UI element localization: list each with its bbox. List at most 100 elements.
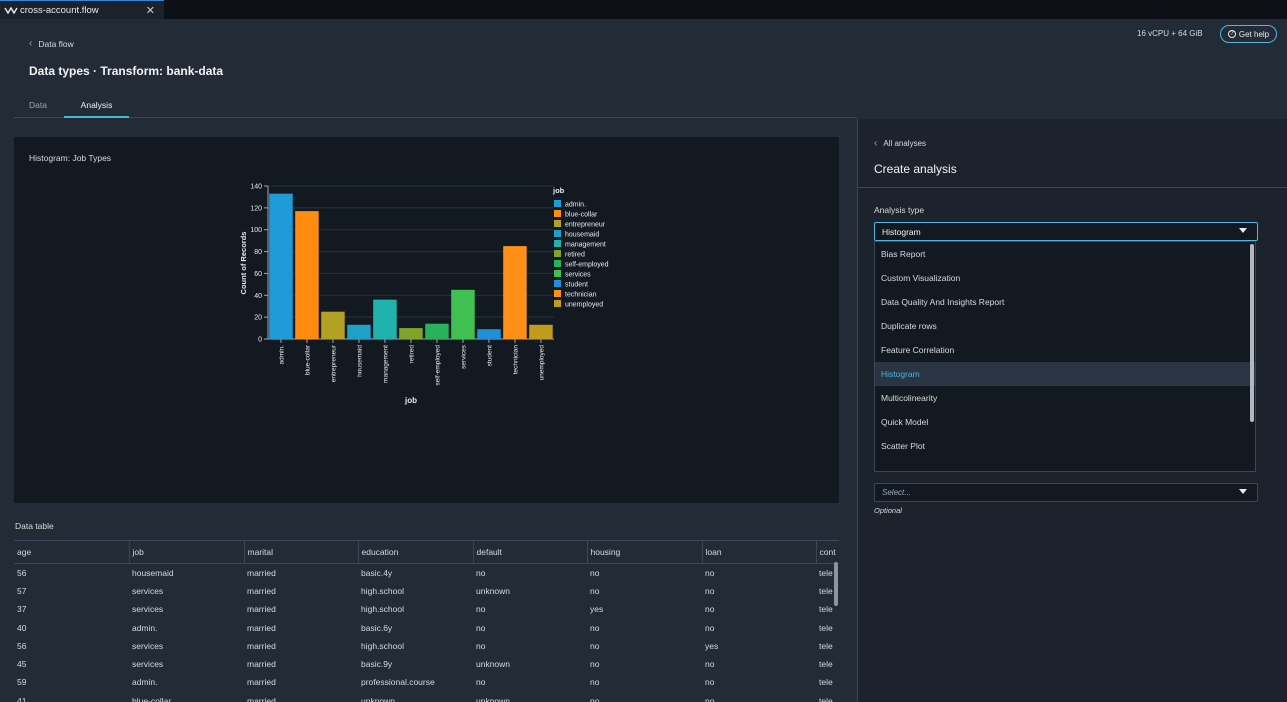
legend-swatch [554,290,561,297]
table-cell: 40 [17,622,27,633]
analysis-type-select[interactable]: Histogram [874,222,1258,241]
column-header[interactable]: loan [701,540,816,564]
tab-analysis[interactable]: Analysis [64,100,129,118]
app-logo-icon [4,6,18,15]
table-cell: tele [819,677,833,688]
x-tick-label: services [460,344,467,369]
bar-technician [503,246,527,339]
dropdown-option[interactable]: Histogram [875,362,1255,386]
close-icon[interactable]: ✕ [145,4,155,17]
get-help-button[interactable]: ? Get help [1220,25,1277,43]
table-cell: high.school [361,604,405,615]
dropdown-option[interactable]: Bias Report [881,249,926,259]
table-cell: services [132,585,164,596]
column-header[interactable]: housing [586,540,702,564]
divider [858,187,1287,188]
bar-services [451,289,475,339]
x-tick-label: housemaid [356,345,363,377]
legend-label: unemployed [565,302,603,309]
legend-swatch [554,200,561,207]
table-row: 45 services married basic.9y unknown no no tele [14,655,839,673]
dropdown-option[interactable]: Feature Correlation [881,345,955,355]
table-cell: no [705,604,715,615]
dropdown-option[interactable]: Custom Visualization [881,273,961,283]
dropdown-option[interactable]: Quick Model [881,417,929,427]
legend-label: services [565,272,591,279]
create-analysis-panel: ‹ All analyses Create analysis Analysis … [857,119,1287,702]
data-table: age job marital education default housing loan… [14,540,839,702]
analysis-type-value: Histogram [882,226,921,237]
x-tick-label: self-employed [434,345,441,386]
legend-label: housemaid [565,232,599,239]
legend-label: blue-collar [565,212,598,219]
table-cell: services [132,659,164,670]
legend-swatch [554,220,561,227]
table-cell: no [705,622,715,633]
legend-label: technician [565,292,597,299]
y-tick-label: 140 [250,184,262,191]
file-tab[interactable]: cross-account.flow ✕ [0,0,164,19]
x-tick-label: retired [408,345,415,364]
table-cell: 57 [17,585,27,596]
column-header[interactable]: default [472,540,587,564]
table-cell: services [132,640,164,651]
table-cell: no [590,695,600,702]
dropdown-option[interactable]: Multicolinearity [881,393,938,403]
bar-selfemployed [425,323,449,339]
page-title: Data types · Transform: bank-data [29,64,224,78]
table-cell: 59 [17,677,27,688]
y-tick-label: 0 [258,337,262,344]
analysis-type-label: Analysis type [874,205,925,215]
bar-unemployed [529,324,553,339]
tab-data[interactable]: Data [29,100,47,110]
table-row: 56 services married high.school no no yes tele [14,637,839,655]
table-cell: yes [705,640,719,651]
all-analyses-label: All analyses [883,139,927,148]
table-cell: no [476,567,486,578]
column-header[interactable]: age [14,540,129,564]
table-cell: yes [590,604,604,615]
table-cell: married [247,677,276,688]
table-cell: no [476,604,486,615]
all-analyses-link[interactable]: ‹ All analyses [874,138,926,149]
column-header[interactable]: cont [815,540,839,564]
legend-label: admin. [565,202,586,209]
back-to-data-flow-link[interactable]: ‹ Data flow [29,38,74,49]
file-tab-name: cross-account.flow [20,4,99,16]
table-cell: married [247,567,276,578]
table-cell: tele [819,622,833,633]
y-tick-label: 40 [254,293,262,300]
legend-label: retired [565,252,585,259]
table-cell: blue-collar [132,695,172,702]
dropdown-scrollbar[interactable] [1250,244,1254,422]
table-cell: unknown [476,695,511,702]
column-header[interactable]: marital [243,540,358,564]
legend-swatch [554,230,561,237]
table-cell: tele [819,604,833,615]
table-cell: basic.6y [361,622,393,633]
table-cell: no [590,622,600,633]
table-cell: no [590,640,600,651]
table-row: 59 admin. married professional.course no no no… [14,673,839,691]
secondary-select[interactable]: Select... [874,483,1258,502]
chevron-left-icon: ‹ [29,38,33,49]
get-help-label: Get help [1238,29,1270,39]
column-header[interactable]: education [357,540,473,564]
column-header[interactable]: job [128,540,244,564]
dropdown-option[interactable]: Data Quality And Insights Report [881,297,1005,307]
dropdown-option[interactable]: Duplicate rows [881,321,937,331]
table-cell: high.school [361,640,405,651]
x-tick-label: student [486,345,493,367]
table-cell: basic.9y [361,659,393,670]
histogram-panel: Histogram: Job Types 0 20 40 60 80 100 120 140 a… [14,137,839,503]
table-cell: tele [819,585,833,596]
histogram-chart: 0 20 40 60 80 100 120 140 admin. blue-collar entre… [239,184,609,406]
x-tick-label: technician [512,345,519,375]
y-tick-label: 60 [254,271,262,278]
x-tick-label: unemployed [538,345,545,381]
table-cell: 45 [17,659,27,670]
dropdown-option[interactable]: Scatter Plot [881,441,925,451]
table-row: 56 housemaid married basic.4y no no no tele [14,564,839,582]
table-scrollbar[interactable] [834,562,838,606]
legend-swatch [554,300,561,307]
